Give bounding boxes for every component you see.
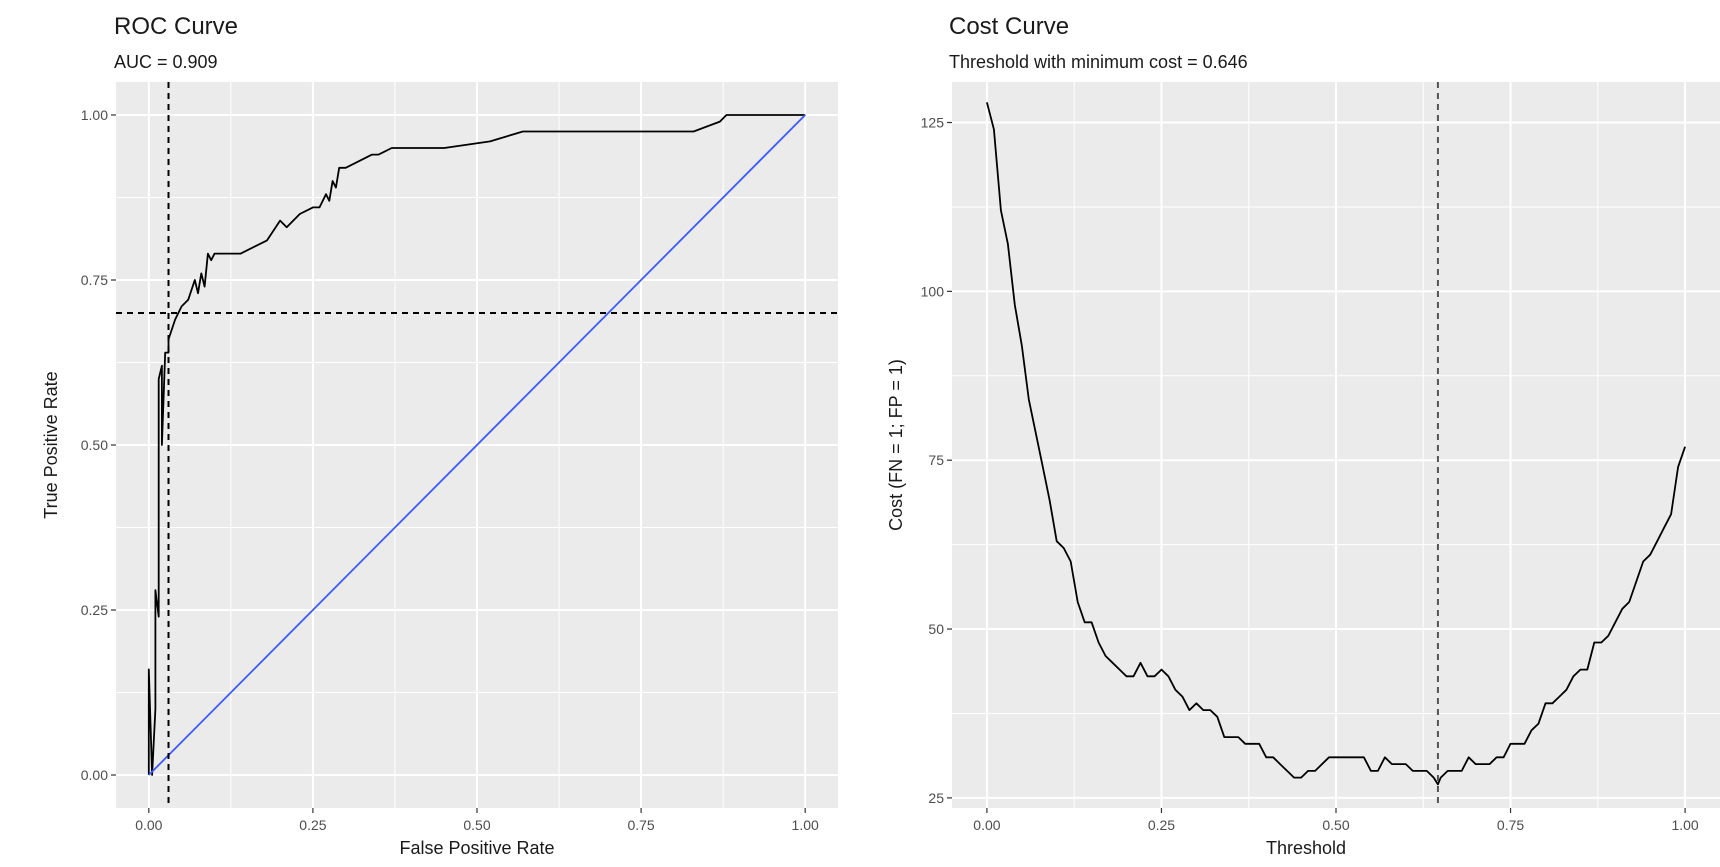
cost-x-tick-label: 0.00 xyxy=(973,817,1000,833)
cost-y-axis-label: Cost (FN = 1; FP = 1) xyxy=(886,359,906,531)
cost-series-layer xyxy=(986,102,1686,786)
roc-subtitle: AUC = 0.909 xyxy=(114,52,218,72)
roc-x-tick-label: 1.00 xyxy=(792,817,819,833)
roc-x-tick-label: 0.25 xyxy=(299,817,326,833)
cost-x-tick-label: 1.00 xyxy=(1671,817,1698,833)
roc-series-line-1 xyxy=(148,114,806,776)
roc-x-tick-label: 0.75 xyxy=(627,817,654,833)
roc-y-tick-label: 0.25 xyxy=(81,602,108,618)
cost-y-tick-label: 100 xyxy=(921,283,945,299)
cost-y-tick-label: 125 xyxy=(921,115,945,131)
cost-major-grid xyxy=(952,82,1720,808)
cost-x-tick-label: 0.75 xyxy=(1497,817,1524,833)
roc-reference-lines xyxy=(116,82,838,808)
cost-x-tick-label: 0.25 xyxy=(1148,817,1175,833)
roc-x-ticks: 0.00 0.25 0.50 0.75 1.00 xyxy=(135,808,819,833)
cost-x-axis-label: Threshold xyxy=(1266,838,1346,858)
cost-title: Cost Curve xyxy=(949,13,1069,40)
roc-y-tick-label: 1.00 xyxy=(81,107,108,123)
roc-y-tick-label: 0.50 xyxy=(81,437,108,453)
roc-series-layer xyxy=(147,114,806,776)
roc-series-line-0 xyxy=(147,114,806,776)
roc-y-axis-label: True Positive Rate xyxy=(41,371,61,518)
cost-subtitle: Threshold with minimum cost = 0.646 xyxy=(949,52,1248,72)
cost-y-tick-label: 75 xyxy=(928,452,944,468)
roc-y-tick-label: 0.00 xyxy=(81,767,108,783)
cost-y-tick-label: 50 xyxy=(928,621,944,637)
roc-x-axis-label: False Positive Rate xyxy=(399,838,554,858)
cost-series-line-0 xyxy=(986,102,1686,786)
roc-y-tick-label: 0.75 xyxy=(81,272,108,288)
cost-x-tick-label: 0.50 xyxy=(1322,817,1349,833)
cost-x-ticks: 0.00 0.25 0.50 0.75 1.00 xyxy=(973,808,1699,833)
roc-x-tick-label: 0.00 xyxy=(135,817,162,833)
roc-y-ticks: 0.00 0.25 0.50 0.75 1.00 xyxy=(81,107,116,783)
cost-y-tick-label: 25 xyxy=(928,790,944,806)
roc-x-tick-label: 0.50 xyxy=(463,817,490,833)
cost-y-ticks: 25 50 75 100 125 xyxy=(921,115,952,806)
roc-title: ROC Curve xyxy=(114,13,238,40)
